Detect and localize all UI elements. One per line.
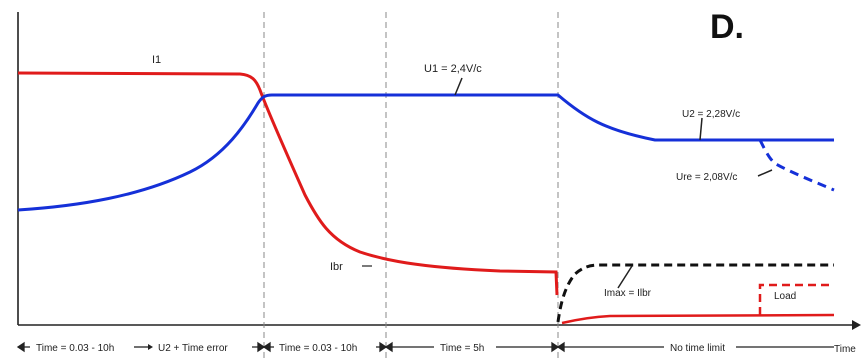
u1-leader [454,77,463,96]
phase-4-label: No time limit [670,343,725,354]
phase-label-box [434,339,496,355]
label-ibr: Ibr [330,261,343,273]
label-imax: Imax = Ilbr [604,288,652,299]
x-axis-label: Time [834,344,856,355]
label-load: Load [774,291,796,302]
x-axis-arrow [852,320,861,330]
label-i1: I1 [152,54,161,66]
phase-1-label: Time = 0.03 - 10h [36,343,114,354]
phase-1-arrowhead [148,344,153,350]
label-ure: Ure = 2,08V/c [676,172,737,183]
panel-letter: D. [710,8,744,46]
current-curve [17,71,559,296]
charge-current-dashed [556,263,834,323]
load-step-dashed [758,283,834,315]
imax-leader [617,265,633,289]
label-u2: U2 = 2,28V/c [682,109,740,120]
u2-leader [699,117,703,141]
label-u1: U1 = 2,4V/c [424,63,482,75]
phase-2-label: Time = 0.03 - 10h [279,343,357,354]
ure-leader [757,169,773,177]
voltage-curve [17,93,834,212]
phase-1-extra: U2 + Time error [158,343,228,354]
phase-label-box [274,339,376,355]
load-current-curve [561,313,835,325]
phase-3-label: Time = 5h [440,343,484,354]
phase-label-box [664,339,736,355]
ure-dashed-curve [758,139,835,192]
